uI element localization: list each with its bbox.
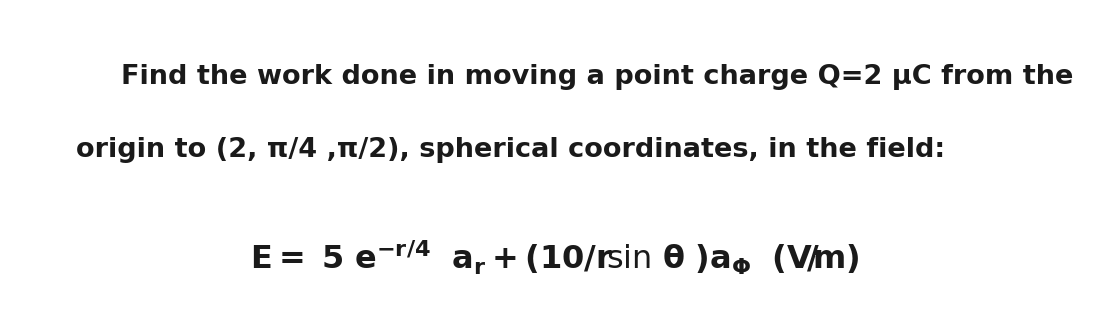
Text: Find the work done in moving a point charge Q=2 μC from the: Find the work done in moving a point cha… (121, 64, 1073, 90)
Text: $\mathbf{E{=}\ 5\ e^{-r/4}\ \ a_r + (10/r\!\sin\,\theta\ )a_{\Phi}\ \ (V\!/\!m)}: $\mathbf{E{=}\ 5\ e^{-r/4}\ \ a_r + (10/… (250, 239, 860, 277)
Text: origin to (2, π/4 ,π/2), spherical coordinates, in the field:: origin to (2, π/4 ,π/2), spherical coord… (77, 137, 945, 163)
